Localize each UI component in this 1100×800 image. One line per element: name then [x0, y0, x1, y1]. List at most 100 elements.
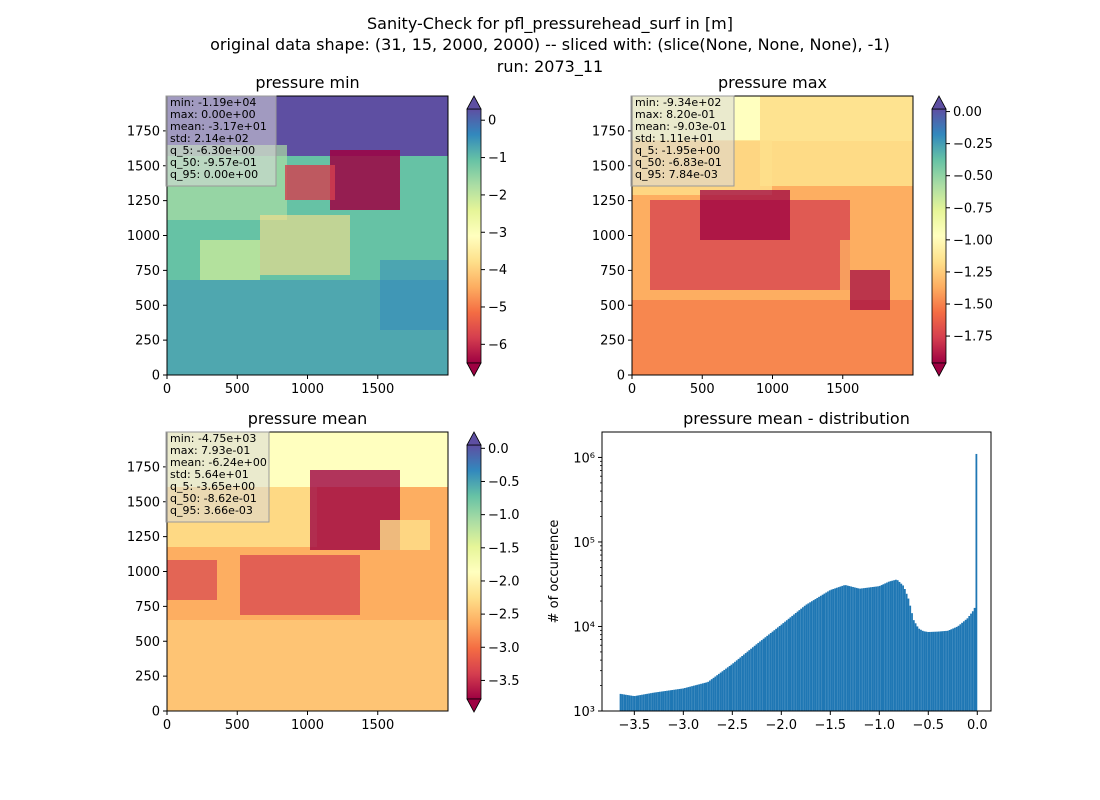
histogram-bar — [957, 625, 960, 711]
colorbar-gradient — [466, 108, 482, 364]
histogram-bar — [895, 579, 897, 711]
histogram-bar — [937, 631, 940, 711]
histogram-bar — [771, 631, 774, 711]
colorbar-tick-label: −4 — [488, 263, 507, 278]
stat-line: q_5: -3.65e+00 — [170, 480, 255, 493]
histogram-bar — [748, 650, 751, 711]
histogram-bar — [844, 585, 847, 711]
y-axis: 10³ 10⁴ 10⁵ 10⁶ — [573, 451, 602, 720]
histogram-bar — [725, 668, 727, 711]
y-tick-label: 250 — [135, 334, 160, 349]
histogram-bar — [751, 647, 754, 711]
x-tick-label: 1500 — [361, 382, 394, 397]
histogram-bar — [716, 675, 718, 711]
histogram-bar — [823, 593, 826, 711]
histogram-bar — [861, 588, 863, 711]
colorbar-tick-label: −1 — [488, 151, 507, 166]
histogram-bar — [832, 588, 835, 711]
colorbar-extend-max — [466, 431, 482, 446]
y-axis: 0 250 500 750 1000 1250 1500 1750 — [127, 460, 167, 720]
histogram-bar — [921, 630, 924, 711]
histogram-bar — [948, 630, 951, 711]
y-tick-label: 1500 — [127, 159, 160, 174]
plot-frame — [601, 431, 992, 712]
histogram-bar — [898, 581, 901, 711]
histogram-bar — [971, 611, 974, 711]
histogram-bar — [630, 695, 633, 711]
histogram-bar — [743, 654, 745, 711]
histogram-bar — [735, 660, 738, 711]
x-tick-label: 500 — [225, 718, 250, 733]
x-tick-label: −0.5 — [913, 718, 945, 733]
colorbar-extend-min — [931, 362, 947, 377]
histogram-bar — [730, 664, 733, 711]
histogram-bar — [930, 631, 933, 711]
stat-line: q_50: -8.62e-01 — [170, 492, 257, 505]
histogram-bar — [878, 585, 881, 711]
y-tick-label: 750 — [600, 264, 625, 279]
colorbar-tick-label: −1.00 — [953, 233, 993, 248]
histogram-bar — [968, 615, 971, 711]
stat-line: min: -1.19e+04 — [170, 96, 256, 109]
x-tick-label: 0.0 — [967, 718, 988, 733]
y-tick-label: 1250 — [127, 194, 160, 209]
histogram-bar — [707, 681, 710, 711]
stat-line: mean: -3.17e+01 — [170, 120, 267, 133]
histogram-bar — [623, 694, 626, 711]
histogram-bar — [873, 586, 876, 711]
colorbar-tick-label: −1.75 — [953, 330, 993, 345]
histogram-bar — [810, 601, 813, 711]
colorbar-gradient — [466, 444, 482, 700]
histogram-bar — [827, 591, 829, 711]
histogram-bar — [875, 586, 878, 711]
histogram-bar — [769, 633, 772, 711]
histogram-bar — [621, 694, 624, 711]
suptitle-line-1: Sanity-Check for pfl_pressurehead_surf i… — [367, 14, 733, 34]
histogram-bar — [882, 584, 885, 711]
histogram-bar — [723, 669, 726, 711]
y-tick-label: 500 — [600, 299, 625, 314]
histogram-bar — [907, 598, 910, 711]
stats-box: min: -4.75e+03 max: 7.93e-01 mean: -6.24… — [165, 431, 270, 523]
histogram-bar — [685, 687, 688, 711]
histogram-bar — [667, 690, 670, 711]
y-tick-label: 1250 — [592, 194, 625, 209]
histogram-bar — [970, 613, 972, 711]
histogram-bar — [759, 641, 761, 711]
histogram-bar — [912, 620, 915, 711]
histogram-bar — [662, 691, 665, 711]
histogram-bar — [705, 682, 708, 711]
histogram-bar — [825, 592, 828, 711]
histogram-bar — [726, 667, 729, 711]
histogram-bar — [734, 661, 736, 711]
y-tick-label: 0 — [617, 369, 625, 384]
histogram-bar — [859, 588, 862, 711]
histogram-bar — [684, 688, 686, 711]
histogram-bar — [625, 694, 627, 711]
histogram-bar — [932, 631, 935, 711]
heatmap-image — [167, 432, 448, 711]
histogram-bar — [664, 691, 667, 711]
histogram-bar — [800, 608, 803, 711]
histogram-bar — [646, 693, 649, 711]
y-axis: 0 250 500 750 1000 1250 1500 1750 — [592, 124, 632, 384]
histogram-bar — [694, 685, 697, 711]
histogram-bar — [959, 624, 962, 711]
x-tick-label: −2.0 — [766, 718, 798, 733]
histogram-bar — [655, 692, 658, 711]
histogram-bar — [701, 683, 704, 711]
colorbar-tick-label: −1.50 — [953, 297, 993, 312]
histogram-bar — [857, 588, 860, 711]
histogram-bar — [964, 619, 967, 711]
stat-line: min: -9.34e+02 — [635, 96, 721, 109]
histogram-bar — [839, 586, 842, 711]
histogram-bar — [934, 631, 937, 711]
histogram-bar — [916, 626, 919, 711]
histogram-bar — [780, 624, 783, 711]
histogram-bar — [950, 629, 953, 711]
histogram-bar — [784, 621, 786, 711]
stat-line: max: 0.00e+00 — [170, 108, 256, 121]
colorbar-tick-label: −1.5 — [488, 541, 520, 556]
histogram-bar — [918, 628, 921, 711]
histogram-bar — [773, 630, 776, 711]
